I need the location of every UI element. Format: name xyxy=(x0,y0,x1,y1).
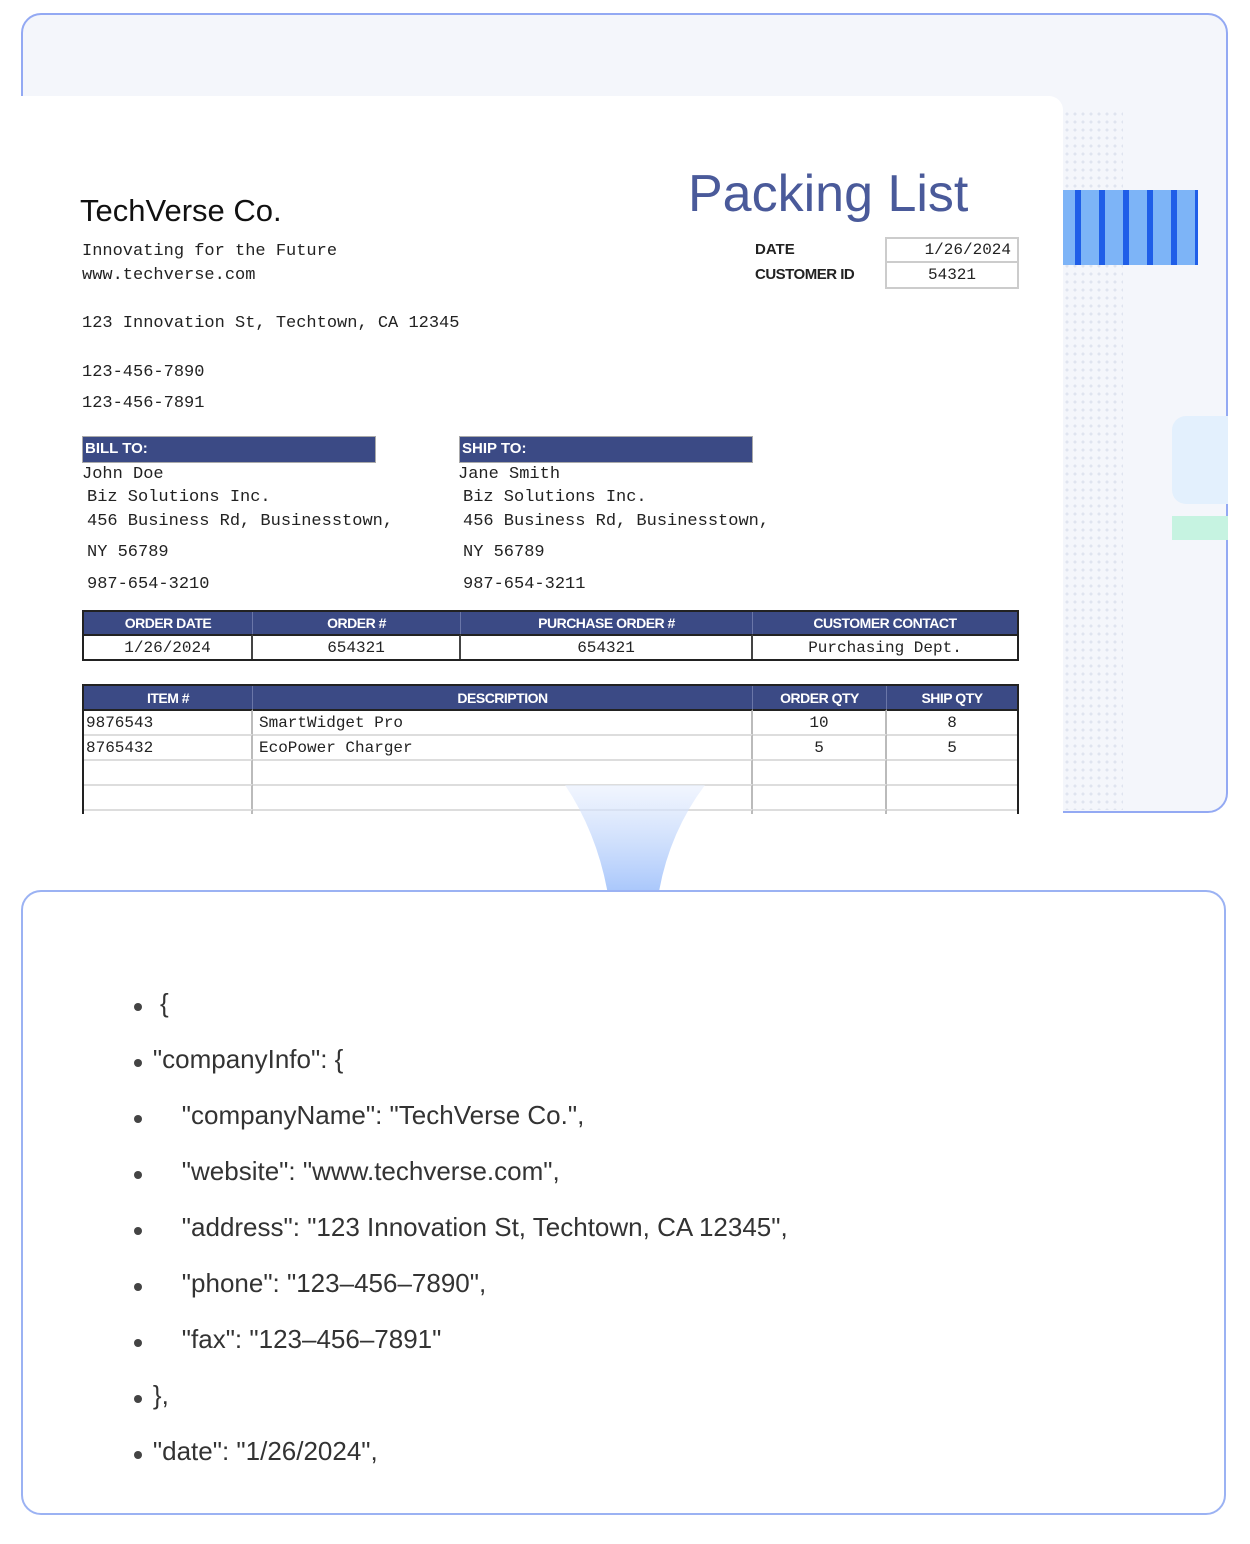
list-bullet xyxy=(134,1227,142,1235)
order-table-cell: 654321 xyxy=(461,634,753,659)
list-bullet xyxy=(134,1395,142,1403)
items-table: ITEM # DESCRIPTION ORDER QTY SHIP QTY 987654… xyxy=(82,684,1019,814)
date-box: 1/26/2024 54321 xyxy=(885,237,1019,289)
items-table-cell: 5 xyxy=(753,734,887,759)
ship-to-line: 987-654-3211 xyxy=(463,575,586,594)
json-line: "companyInfo": { xyxy=(124,1044,344,1074)
items-table-header: DESCRIPTION xyxy=(253,686,753,709)
items-table-cell: 10 xyxy=(753,709,887,734)
ship-to-line: Biz Solutions Inc. xyxy=(463,488,647,507)
json-line: "fax": "123–456–7891" xyxy=(124,1324,442,1354)
order-table-header: PURCHASE ORDER # xyxy=(461,612,753,634)
bill-to-line: Biz Solutions Inc. xyxy=(87,488,271,507)
items-table-header: SHIP QTY xyxy=(887,686,1017,709)
items-table-cell xyxy=(253,784,753,809)
json-line: "phone": "123–456–7890", xyxy=(124,1268,487,1298)
ship-to-line: NY 56789 xyxy=(463,543,545,562)
items-table-cell xyxy=(887,809,1017,814)
order-table-header: ORDER # xyxy=(253,612,461,634)
items-table-cell: 8765432 xyxy=(84,734,253,759)
bill-to-line: John Doe xyxy=(82,465,164,484)
items-table-cell xyxy=(887,784,1017,809)
ship-to-line: 456 Business Rd, Businesstown, xyxy=(463,512,770,531)
items-table-cell xyxy=(887,759,1017,784)
json-line: "address": "123 Innovation St, Techtown,… xyxy=(124,1212,788,1242)
list-bullet xyxy=(134,1451,142,1459)
order-table-cell: Purchasing Dept. xyxy=(753,634,1017,659)
date-value: 1/26/2024 xyxy=(887,239,1017,263)
order-table-cell: 1/26/2024 xyxy=(84,634,253,659)
order-table-cell: 654321 xyxy=(253,634,461,659)
items-table-cell: SmartWidget Pro xyxy=(253,709,753,734)
document-title: Packing List xyxy=(688,165,969,223)
json-line: "date": "1/26/2024", xyxy=(124,1436,378,1466)
bill-to-header: BILL TO: xyxy=(82,436,376,463)
json-line: { xyxy=(160,988,169,1018)
bill-to-line: 987-654-3210 xyxy=(87,575,210,594)
customer-id-label: CUSTOMER ID xyxy=(755,266,855,283)
items-table-cell: EcoPower Charger xyxy=(253,734,753,759)
date-label: DATE xyxy=(755,241,795,258)
list-bullet xyxy=(134,1115,142,1123)
decorative-stripes xyxy=(1063,190,1198,265)
json-line: "website": "www.techverse.com", xyxy=(124,1156,560,1186)
order-table-header: ORDER DATE xyxy=(84,612,253,634)
items-table-cell xyxy=(753,759,887,784)
json-line: "companyName": "TechVerse Co.", xyxy=(124,1100,585,1130)
list-bullet xyxy=(134,1059,142,1067)
items-table-cell: 5 xyxy=(887,734,1017,759)
phone: 123-456-7890 xyxy=(82,363,205,382)
tagline: Innovating for the Future xyxy=(82,242,338,261)
ship-to-header: SHIP TO: xyxy=(459,436,753,463)
bill-to-line: NY 56789 xyxy=(87,543,169,562)
items-table-cell xyxy=(753,809,887,814)
items-table-cell: 9876543 xyxy=(84,709,253,734)
items-table-cell xyxy=(84,759,253,784)
list-bullet xyxy=(134,1339,142,1347)
items-table-cell: 8 xyxy=(887,709,1017,734)
items-table-header: ORDER QTY xyxy=(753,686,887,709)
order-table-header: CUSTOMER CONTACT xyxy=(753,612,1017,634)
order-info-table: ORDER DATE ORDER # PURCHASE ORDER # CUSTOME… xyxy=(82,610,1019,661)
decorative-pane xyxy=(1172,416,1228,504)
items-table-cell xyxy=(253,759,753,784)
json-output-card xyxy=(21,890,1226,1515)
decorative-strip xyxy=(1172,516,1228,540)
items-table-header: ITEM # xyxy=(84,686,253,709)
address: 123 Innovation St, Techtown, CA 12345 xyxy=(82,314,460,333)
website: www.techverse.com xyxy=(82,266,256,285)
fax: 123-456-7891 xyxy=(82,394,205,413)
list-bullet xyxy=(134,1283,142,1291)
customer-id-value: 54321 xyxy=(927,266,976,284)
ship-to-line: Jane Smith xyxy=(458,465,561,484)
list-bullet xyxy=(134,1003,142,1011)
items-table-cell xyxy=(84,809,253,814)
bill-to-line: 456 Business Rd, Businesstown, xyxy=(87,512,394,531)
items-table-cell xyxy=(84,784,253,809)
company-name: TechVerse Co. xyxy=(80,193,282,228)
items-table-cell xyxy=(253,809,753,814)
list-bullet xyxy=(134,1171,142,1179)
items-table-cell xyxy=(753,784,887,809)
json-line: }, xyxy=(124,1380,169,1410)
